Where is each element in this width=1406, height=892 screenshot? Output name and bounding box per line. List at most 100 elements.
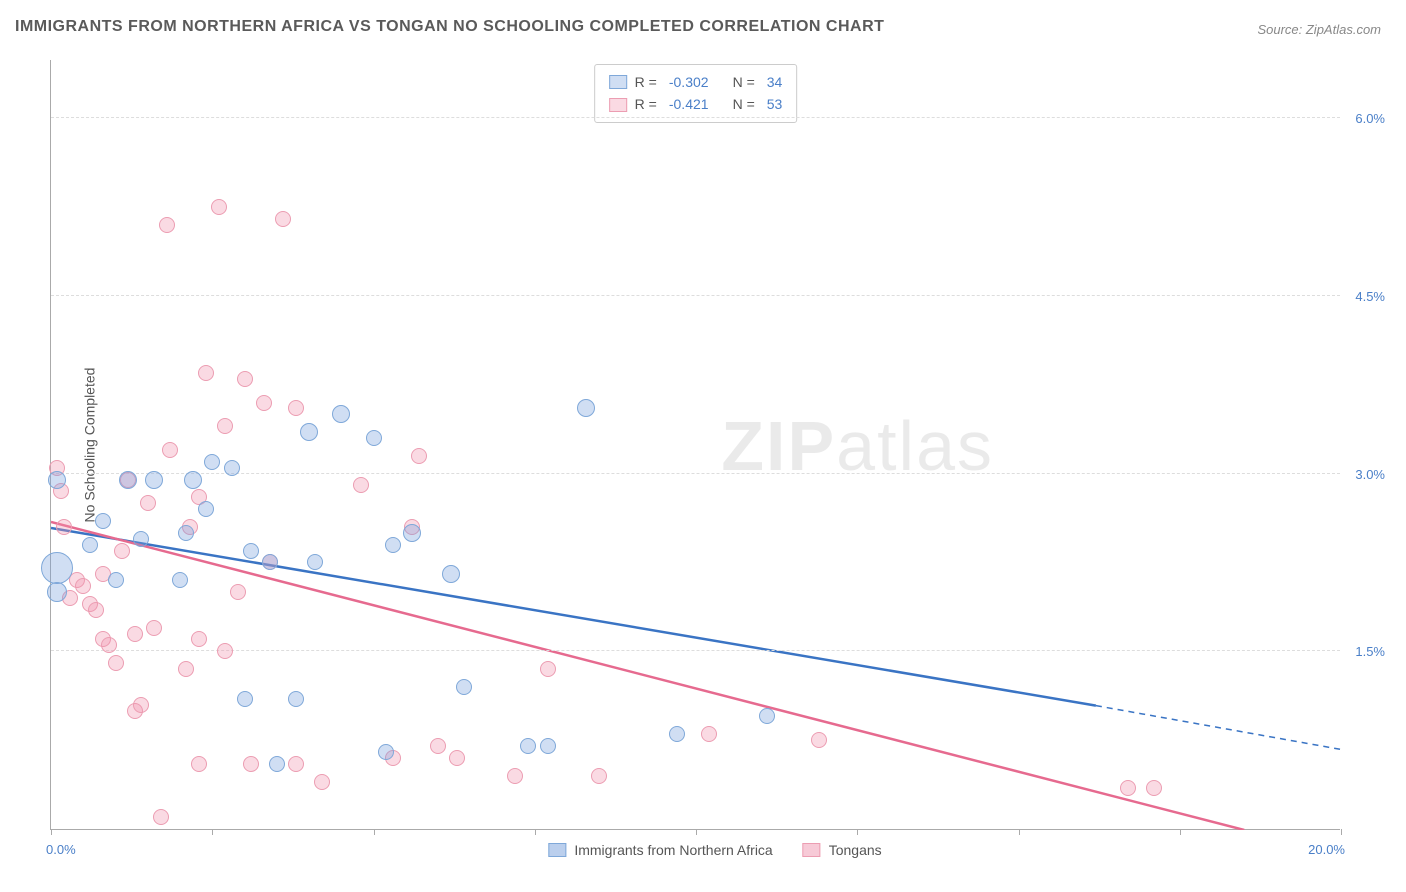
- data-point: [48, 471, 66, 489]
- data-point: [88, 602, 104, 618]
- x-tick: [1180, 829, 1181, 835]
- trend-lines-layer: [51, 60, 1341, 830]
- gridline: [51, 473, 1340, 474]
- data-point: [275, 211, 291, 227]
- legend-item: Immigrants from Northern Africa: [548, 842, 772, 858]
- data-point: [759, 708, 775, 724]
- x-tick: [1341, 829, 1342, 835]
- data-point: [178, 525, 194, 541]
- data-point: [403, 524, 421, 542]
- data-point: [162, 442, 178, 458]
- data-point: [82, 537, 98, 553]
- data-point: [411, 448, 427, 464]
- watermark: ZIPatlas: [721, 406, 994, 486]
- legend-n-label: N =: [733, 93, 755, 115]
- gridline: [51, 117, 1340, 118]
- y-tick-label: 6.0%: [1355, 111, 1385, 126]
- data-point: [198, 501, 214, 517]
- data-point: [224, 460, 240, 476]
- data-point: [288, 691, 304, 707]
- x-tick: [535, 829, 536, 835]
- legend-row: R =-0.302N =34: [609, 71, 783, 93]
- data-point: [520, 738, 536, 754]
- data-point: [133, 697, 149, 713]
- data-point: [217, 418, 233, 434]
- legend-n-label: N =: [733, 71, 755, 93]
- data-point: [256, 395, 272, 411]
- data-point: [332, 405, 350, 423]
- data-point: [119, 471, 137, 489]
- data-point: [108, 655, 124, 671]
- data-point: [204, 454, 220, 470]
- data-point: [243, 756, 259, 772]
- data-point: [184, 471, 202, 489]
- data-point: [191, 756, 207, 772]
- data-point: [159, 217, 175, 233]
- data-point: [237, 691, 253, 707]
- data-point: [701, 726, 717, 742]
- data-point: [577, 399, 595, 417]
- data-point: [140, 495, 156, 511]
- data-point: [146, 620, 162, 636]
- legend-r-label: R =: [635, 93, 657, 115]
- series-legend: Immigrants from Northern Africa Tongans: [548, 842, 881, 858]
- data-point: [153, 809, 169, 825]
- data-point: [456, 679, 472, 695]
- data-point: [385, 537, 401, 553]
- data-point: [288, 756, 304, 772]
- y-tick-label: 1.5%: [1355, 644, 1385, 659]
- data-point: [217, 643, 233, 659]
- data-point: [145, 471, 163, 489]
- trend-line: [51, 528, 1096, 706]
- legend-swatch: [609, 75, 627, 89]
- chart-title: IMMIGRANTS FROM NORTHERN AFRICA VS TONGA…: [15, 18, 884, 36]
- data-point: [540, 661, 556, 677]
- legend-r-value: -0.421: [669, 93, 709, 115]
- data-point: [269, 756, 285, 772]
- data-point: [1120, 780, 1136, 796]
- data-point: [507, 768, 523, 784]
- x-tick: [696, 829, 697, 835]
- data-point: [449, 750, 465, 766]
- data-point: [353, 477, 369, 493]
- legend-n-value: 53: [767, 93, 783, 115]
- data-point: [56, 519, 72, 535]
- data-point: [172, 572, 188, 588]
- data-point: [442, 565, 460, 583]
- data-point: [288, 400, 304, 416]
- x-tick: [857, 829, 858, 835]
- y-tick-label: 4.5%: [1355, 289, 1385, 304]
- data-point: [127, 626, 143, 642]
- correlation-legend: R =-0.302N =34R =-0.421N =53: [594, 64, 798, 123]
- legend-item: Tongans: [803, 842, 882, 858]
- x-tick: [374, 829, 375, 835]
- data-point: [75, 578, 91, 594]
- x-tick: [212, 829, 213, 835]
- data-point: [262, 554, 278, 570]
- data-point: [95, 513, 111, 529]
- data-point: [211, 199, 227, 215]
- legend-swatch: [803, 843, 821, 857]
- y-tick-label: 3.0%: [1355, 467, 1385, 482]
- data-point: [243, 543, 259, 559]
- data-point: [47, 582, 67, 602]
- legend-label: Tongans: [829, 842, 882, 858]
- data-point: [114, 543, 130, 559]
- chart-container: No Schooling Completed ZIPatlas R =-0.30…: [50, 60, 1380, 830]
- data-point: [108, 572, 124, 588]
- legend-r-value: -0.302: [669, 71, 709, 93]
- data-point: [307, 554, 323, 570]
- data-point: [1146, 780, 1162, 796]
- gridline: [51, 650, 1340, 651]
- plot-area: ZIPatlas R =-0.302N =34R =-0.421N =53 0.…: [50, 60, 1340, 830]
- data-point: [41, 552, 73, 584]
- gridline: [51, 295, 1340, 296]
- data-point: [591, 768, 607, 784]
- x-tick: [1019, 829, 1020, 835]
- x-axis-min-label: 0.0%: [46, 842, 76, 857]
- legend-r-label: R =: [635, 71, 657, 93]
- data-point: [366, 430, 382, 446]
- data-point: [669, 726, 685, 742]
- trend-line-extension: [1096, 706, 1341, 750]
- data-point: [178, 661, 194, 677]
